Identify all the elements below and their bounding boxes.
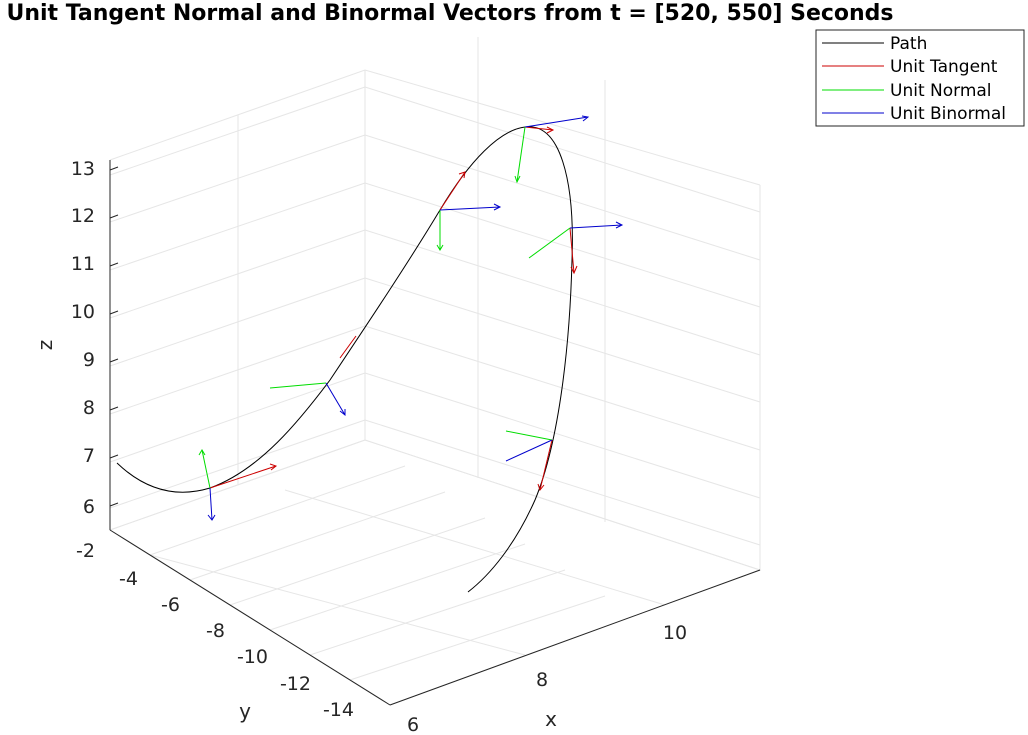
binormal-vector xyxy=(569,224,623,229)
y-tick-minus8: -8 xyxy=(206,620,225,642)
binormal-vector xyxy=(505,439,553,462)
y-tick-minus12: -12 xyxy=(280,673,311,695)
legend-box xyxy=(815,29,1025,127)
legend-label-path: Path xyxy=(890,34,927,54)
tangent-vector xyxy=(339,335,357,359)
series-unit-tangent xyxy=(209,126,575,491)
x-tick-10: 10 xyxy=(663,622,687,644)
x-tick-6: 6 xyxy=(407,714,419,735)
binormal-vector xyxy=(325,382,346,416)
tangent-vector xyxy=(209,465,277,489)
z-axis-label: z xyxy=(33,340,57,351)
legend-label-normal: Unit Normal xyxy=(890,81,992,101)
y-tick-minus2: -2 xyxy=(76,540,95,562)
x-axis-label: x xyxy=(545,707,557,731)
legend-label-binormal: Unit Binormal xyxy=(890,104,1006,124)
chart-title: Unit Tangent Normal and Binormal Vectors… xyxy=(6,1,893,26)
tangent-vector xyxy=(524,126,554,131)
grid xyxy=(109,37,762,706)
tangent-vector xyxy=(539,439,553,491)
z-tick-10: 10 xyxy=(71,301,95,323)
z-tick-6: 6 xyxy=(83,496,95,518)
normal-vector xyxy=(528,227,571,259)
z-axis-ticks: 13 12 11 10 9 8 7 6 xyxy=(71,158,95,518)
normal-vector xyxy=(201,449,211,489)
arrowheads xyxy=(198,115,624,521)
z-tick-13: 13 xyxy=(71,158,95,180)
normal-vector xyxy=(516,126,526,183)
y-tick-minus6: -6 xyxy=(161,594,180,616)
z-tick-7: 7 xyxy=(83,445,95,467)
z-tick-12: 12 xyxy=(71,205,95,227)
y-tick-minus10: -10 xyxy=(237,646,268,668)
legend-label-tangent: Unit Tangent xyxy=(890,57,998,77)
legend: Path Unit Tangent Unit Normal Unit Binor… xyxy=(815,29,1025,127)
binormal-vector xyxy=(524,116,589,128)
series-unit-normal xyxy=(201,126,571,489)
z-tick-9: 9 xyxy=(83,349,95,371)
z-tick-11: 11 xyxy=(71,253,95,275)
y-tick-minus4: -4 xyxy=(119,568,138,590)
y-tick-minus14: -14 xyxy=(323,699,354,721)
tangent-vector xyxy=(439,171,466,211)
series-unit-binormal xyxy=(209,116,623,521)
y-axis-label: y xyxy=(239,699,251,723)
tangent-vector xyxy=(569,227,575,274)
normal-vector xyxy=(269,382,327,389)
y-axis-ticks: -2 -4 -6 -8 -10 -12 -14 xyxy=(76,540,354,721)
binormal-vector xyxy=(439,206,501,211)
z-tick-marks xyxy=(109,166,119,507)
x-tick-8: 8 xyxy=(536,669,548,691)
series-path-line xyxy=(116,126,573,593)
normal-vector xyxy=(505,430,553,441)
axes xyxy=(109,160,761,706)
z-tick-8: 8 xyxy=(83,397,95,419)
x-axis-ticks: 6 8 10 xyxy=(407,622,687,735)
binormal-vector xyxy=(209,487,213,521)
